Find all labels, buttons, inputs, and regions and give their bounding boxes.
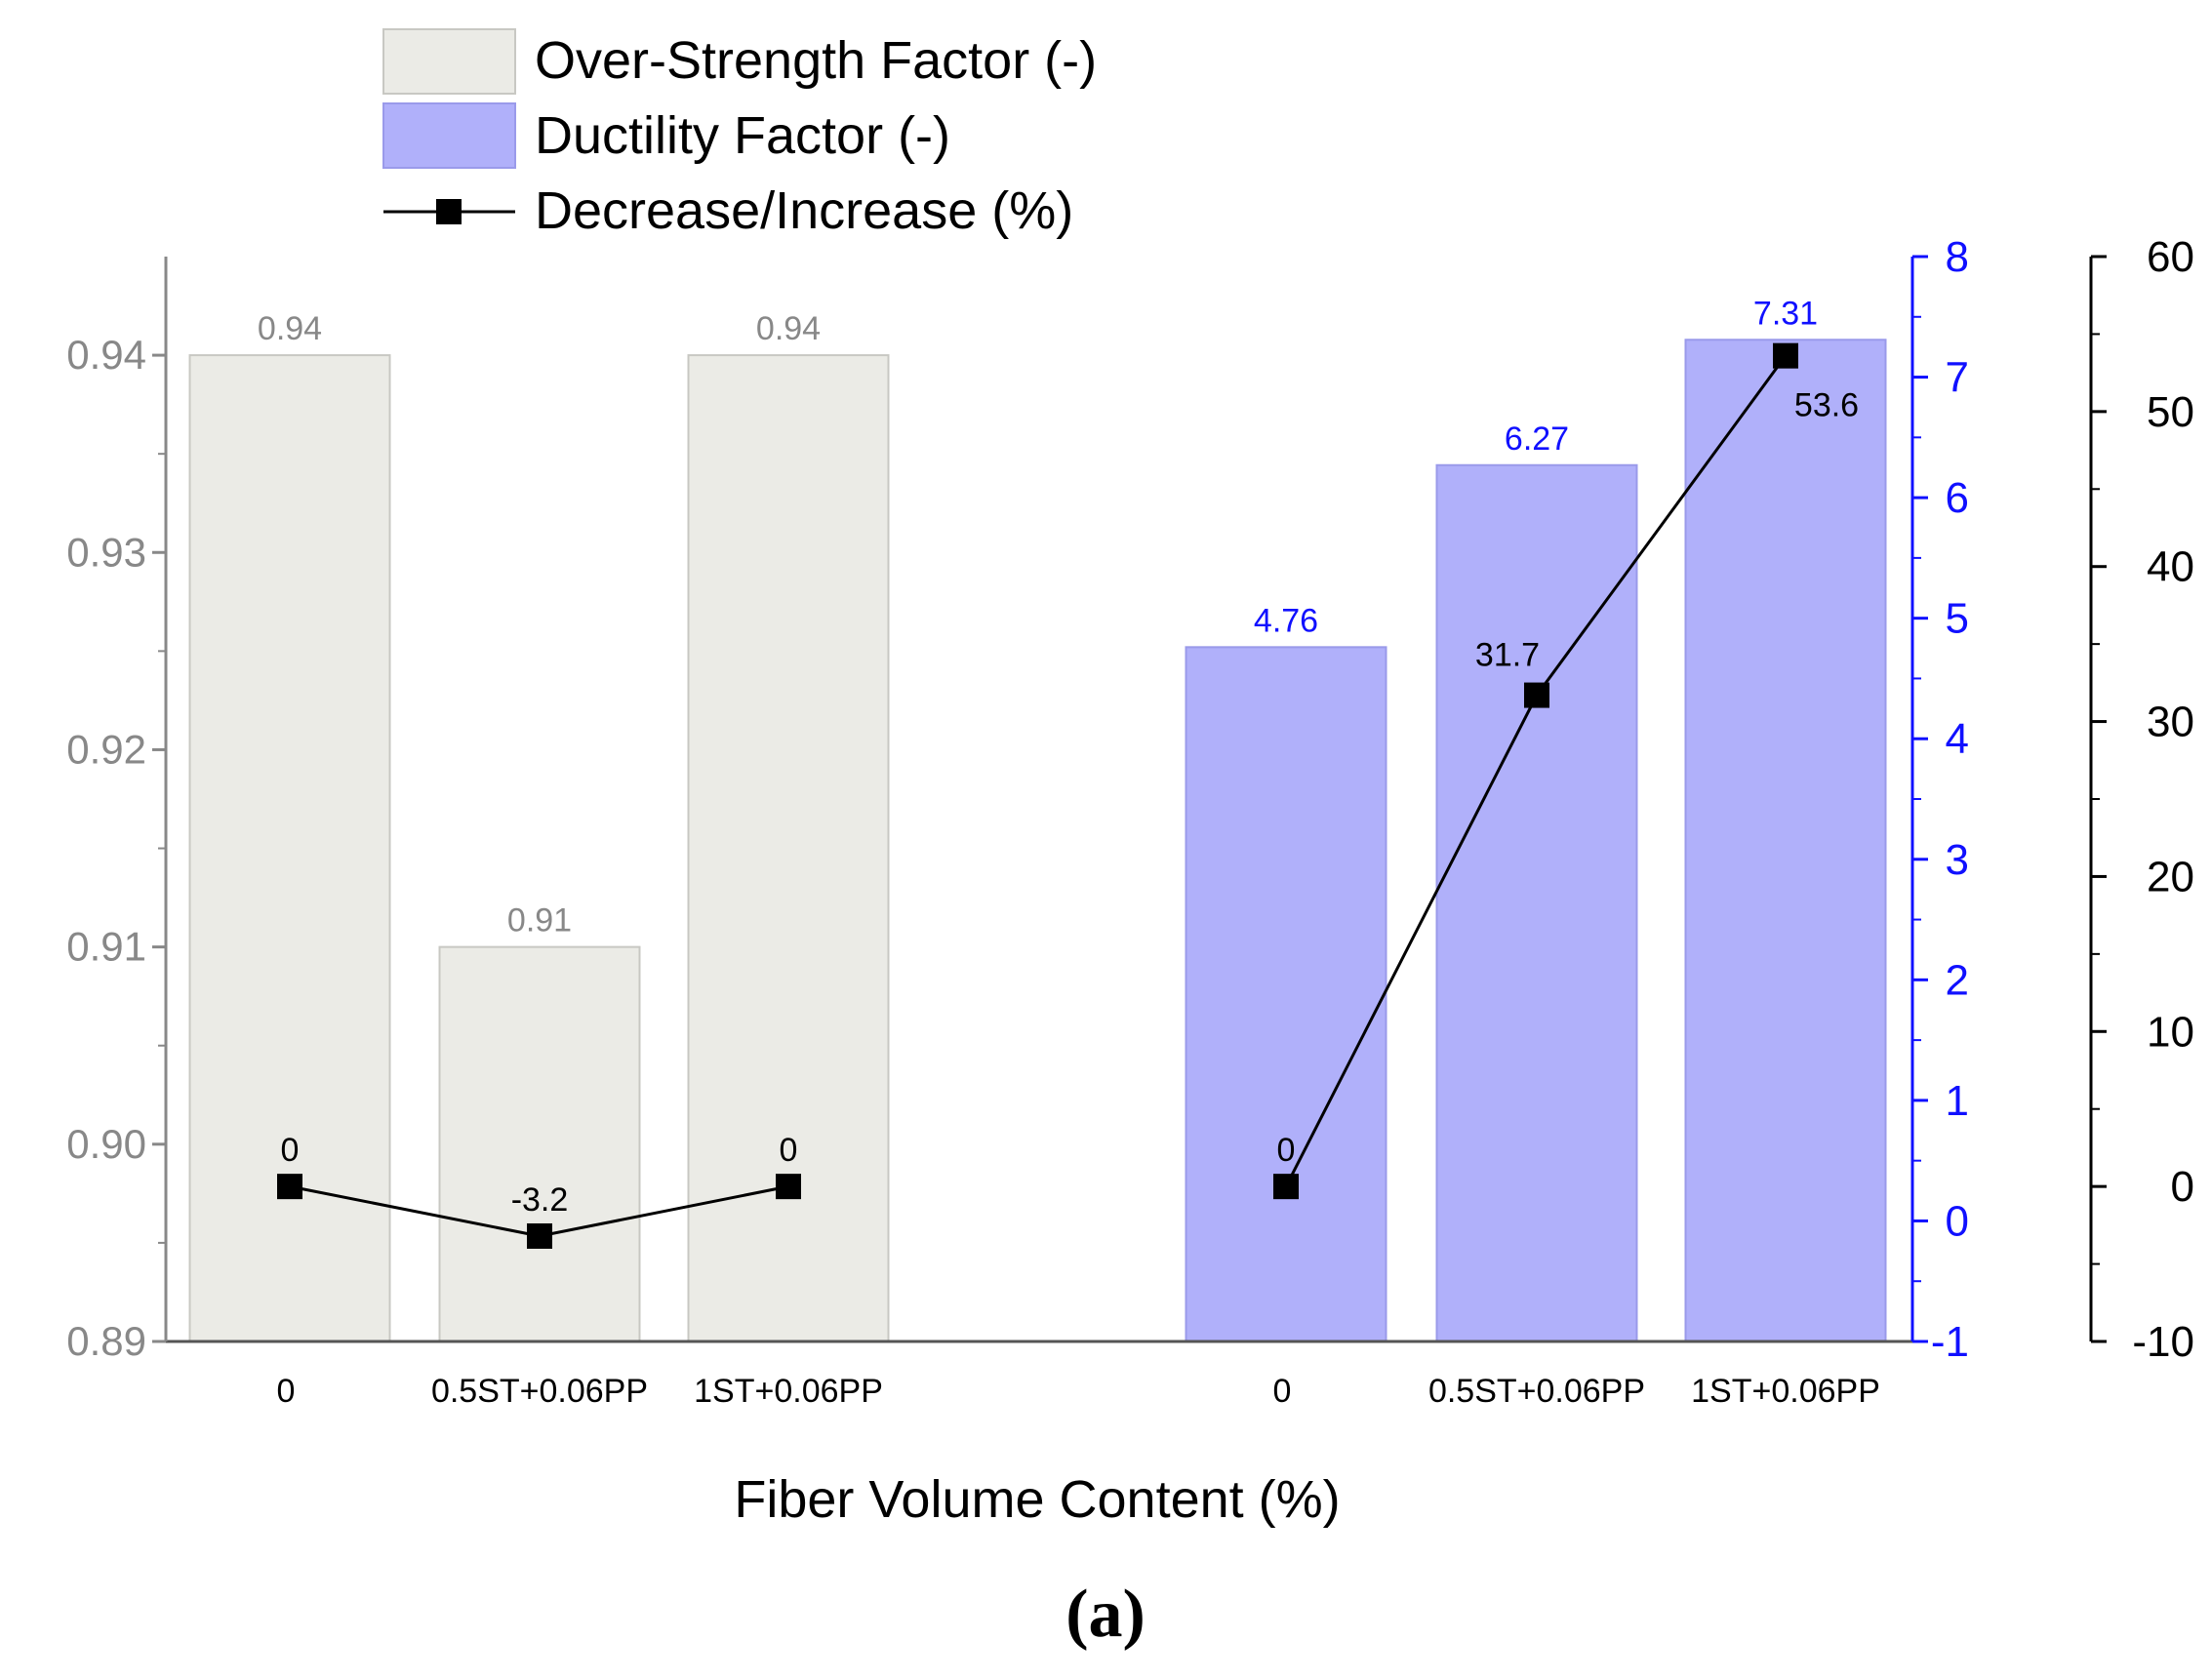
inner-right-axis-tick-label-5: 4 xyxy=(1946,715,1969,763)
bar-ductility-1 xyxy=(1435,463,1638,1342)
inner-right-axis-tick-label-1: 0 xyxy=(1946,1197,1969,1245)
outer-right-axis-tick-label-4: 30 xyxy=(2147,699,2194,746)
outer-right-axis-tick-label-3: 20 xyxy=(2147,853,2194,900)
left-axis-tick-label-1: 0.90 xyxy=(66,1121,146,1167)
inner-right-axis-tick-label-7: 6 xyxy=(1946,474,1969,522)
legend-label-ductility: Ductility Factor (-) xyxy=(535,106,950,165)
inner-right-axis-tick-label-2: 1 xyxy=(1946,1077,1969,1125)
line-marker-g1-0 xyxy=(277,1174,302,1200)
x-axis-title: Fiber Volume Content (%) xyxy=(734,1470,1340,1529)
inner-right-axis-tick-label-9: 8 xyxy=(1946,233,1969,281)
line-label-g2-2: 53.6 xyxy=(1794,387,1859,424)
outer-right-axis-tick-label-2: 10 xyxy=(2147,1008,2194,1056)
outer-right-axis-tick-label-1: 0 xyxy=(2171,1163,2194,1211)
inner-right-axis-tick-label-4: 3 xyxy=(1946,836,1969,884)
bar-label-over-strength-1: 0.91 xyxy=(507,902,572,940)
bar-label-ductility-1: 6.27 xyxy=(1505,420,1569,458)
line-label-g2-0: 0 xyxy=(1277,1132,1296,1169)
left-axis-tick-label-5: 0.94 xyxy=(66,332,146,378)
x-tick-label-g1-2: 1ST+0.06PP xyxy=(694,1373,883,1410)
outer-right-axis-tick-label-5: 40 xyxy=(2147,543,2194,591)
bar-label-over-strength-2: 0.94 xyxy=(756,310,821,347)
legend-swatch-ductility xyxy=(382,102,516,169)
bar-ductility-2 xyxy=(1684,339,1887,1343)
x-tick-label-g1-0: 0 xyxy=(277,1373,296,1410)
inner-right-axis-tick-label-6: 5 xyxy=(1946,595,1969,643)
line-label-g1-1: -3.2 xyxy=(511,1181,569,1219)
bar-ductility-0 xyxy=(1185,646,1387,1342)
bar-label-over-strength-0: 0.94 xyxy=(258,310,322,347)
line-label-g1-2: 0 xyxy=(780,1132,798,1169)
line-marker-g1-1 xyxy=(527,1222,552,1249)
left-axis-tick-label-4: 0.93 xyxy=(66,529,146,575)
figure-caption: (a) xyxy=(1065,1577,1146,1652)
legend-label-decrease-increase: Decrease/Increase (%) xyxy=(535,181,1073,240)
x-tick-label-g2-0: 0 xyxy=(1273,1373,1292,1410)
bar-label-ductility-2: 7.31 xyxy=(1753,295,1818,332)
line-marker-g2-2 xyxy=(1773,342,1798,369)
line-label-g1-0: 0 xyxy=(281,1132,300,1169)
inner-right-axis-tick-label-3: 2 xyxy=(1946,956,1969,1004)
left-axis-tick-label-2: 0.91 xyxy=(66,924,146,970)
outer-right-axis-tick-label-0: -10 xyxy=(2132,1318,2194,1366)
x-tick-label-g2-1: 0.5ST+0.06PP xyxy=(1428,1373,1645,1410)
x-tick-label-g2-2: 1ST+0.06PP xyxy=(1691,1373,1880,1410)
outer-right-axis-tick-label-7: 60 xyxy=(2147,233,2194,281)
line-label-g2-1: 31.7 xyxy=(1475,637,1540,674)
bar-label-ductility-0: 4.76 xyxy=(1254,602,1318,639)
line-marker-g2-1 xyxy=(1524,682,1549,708)
inner-right-axis-tick-label-8: 7 xyxy=(1946,354,1969,402)
line-marker-g2-0 xyxy=(1273,1174,1299,1200)
outer-right-axis-tick-label-6: 50 xyxy=(2147,388,2194,436)
line-marker-g1-2 xyxy=(776,1174,801,1200)
x-tick-label-g1-1: 0.5ST+0.06PP xyxy=(431,1373,648,1410)
legend-label-over-strength: Over-Strength Factor (-) xyxy=(535,31,1097,90)
left-axis-tick-label-0: 0.89 xyxy=(66,1318,146,1364)
left-axis-tick-label-3: 0.92 xyxy=(66,726,146,772)
bar-over-strength-1 xyxy=(438,945,641,1342)
inner-right-axis-tick-label-0: -1 xyxy=(1931,1318,1969,1366)
legend-swatch-marker xyxy=(436,199,462,224)
legend-swatch-over-strength xyxy=(382,28,516,95)
